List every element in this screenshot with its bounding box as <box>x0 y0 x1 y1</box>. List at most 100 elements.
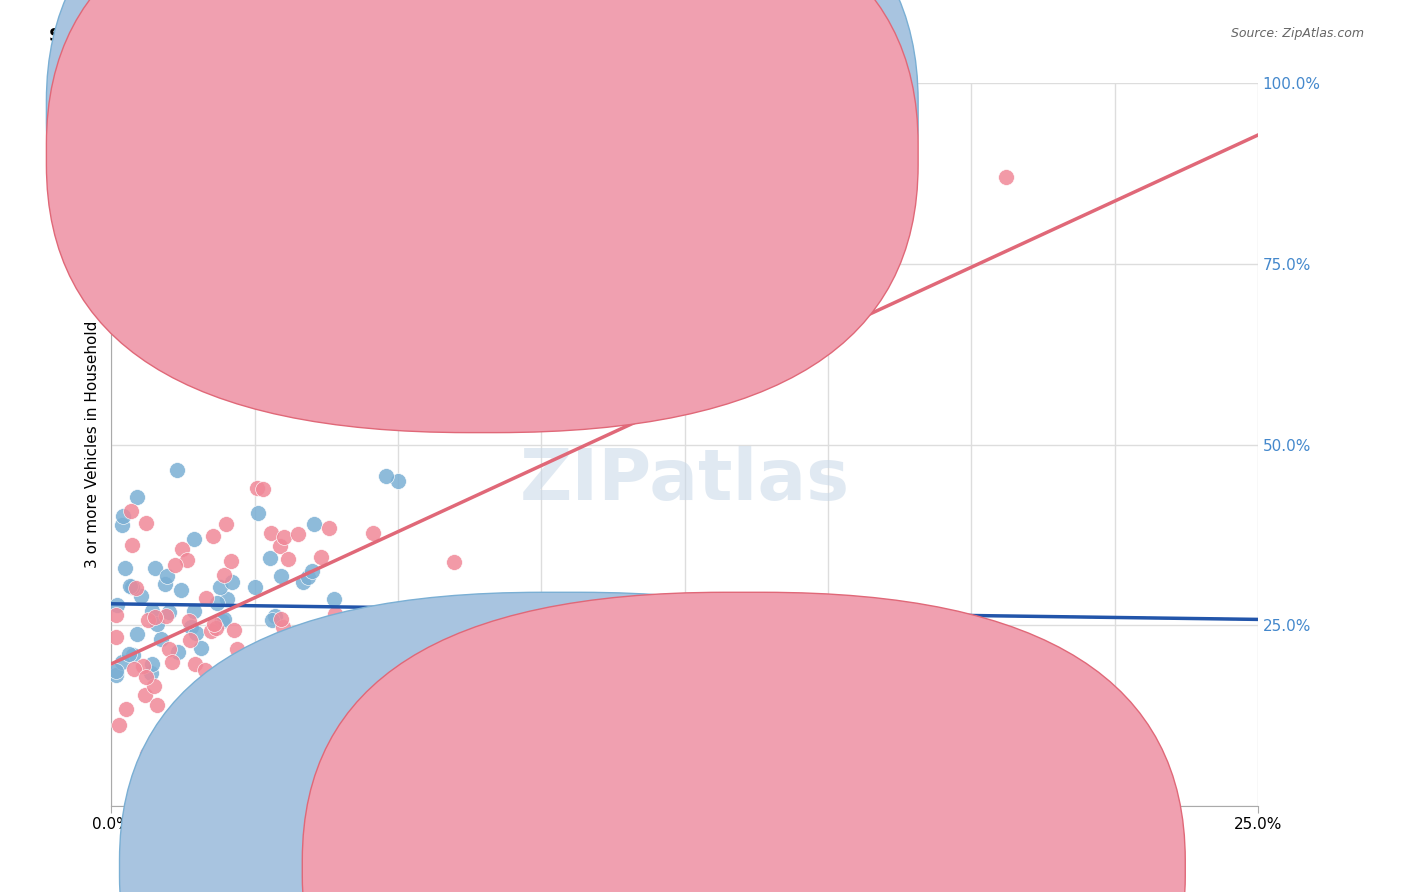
Point <box>125 627 148 641</box>
Point <box>111 518 134 533</box>
Point <box>145 616 167 631</box>
Point <box>294 626 316 640</box>
Point <box>166 463 188 477</box>
Point <box>219 554 242 568</box>
Point <box>141 657 163 671</box>
Point <box>603 684 626 698</box>
Point <box>184 626 207 640</box>
Point <box>264 609 287 624</box>
Point <box>132 659 155 673</box>
Point <box>183 604 205 618</box>
Point <box>288 692 311 706</box>
Point <box>297 570 319 584</box>
Point <box>211 614 233 628</box>
Point <box>200 624 222 638</box>
Point <box>179 633 201 648</box>
Point <box>298 653 321 667</box>
Point <box>292 574 315 589</box>
Point <box>143 679 166 693</box>
Point <box>108 718 131 732</box>
Point <box>243 580 266 594</box>
Point <box>172 542 194 557</box>
Text: R =  0.338   N = 61: R = 0.338 N = 61 <box>503 144 676 159</box>
Point <box>121 580 143 594</box>
Point <box>125 581 148 595</box>
Point <box>136 613 159 627</box>
Point <box>209 580 232 594</box>
Point <box>183 533 205 547</box>
Point <box>301 564 323 578</box>
Point <box>114 561 136 575</box>
Point <box>323 607 346 622</box>
Point <box>262 614 284 628</box>
Point <box>246 481 269 495</box>
Point <box>157 641 180 656</box>
Point <box>155 609 177 624</box>
Point <box>205 596 228 610</box>
Point <box>214 568 236 582</box>
Point <box>259 551 281 566</box>
Point <box>160 655 183 669</box>
Point <box>179 614 201 628</box>
Point <box>194 591 217 606</box>
Point <box>121 538 143 552</box>
Point <box>118 647 141 661</box>
Point <box>215 592 238 607</box>
Point <box>260 526 283 541</box>
Text: R = -0.056   N = 59: R = -0.056 N = 59 <box>503 101 676 116</box>
Point <box>105 599 128 613</box>
Point <box>212 612 235 626</box>
Point <box>111 509 134 524</box>
Point <box>779 336 801 351</box>
Point <box>318 521 340 535</box>
Point <box>233 688 256 702</box>
Point <box>287 527 309 541</box>
Point <box>374 468 396 483</box>
Point <box>451 638 474 652</box>
Point <box>180 620 202 634</box>
Point <box>136 747 159 761</box>
Point <box>145 561 167 575</box>
Point <box>347 630 370 644</box>
Point <box>225 642 247 657</box>
Point <box>194 663 217 677</box>
Point <box>135 516 157 531</box>
Point <box>202 529 225 543</box>
Point <box>205 622 228 636</box>
Point <box>176 553 198 567</box>
Point <box>141 604 163 618</box>
Y-axis label: 3 or more Vehicles in Household: 3 or more Vehicles in Household <box>86 321 100 568</box>
Point <box>156 569 179 583</box>
Point <box>229 675 252 690</box>
Point <box>139 665 162 680</box>
Point <box>235 706 257 721</box>
Point <box>354 698 377 713</box>
Point <box>153 577 176 591</box>
Point <box>105 630 128 644</box>
Point <box>184 657 207 672</box>
Point <box>221 678 243 692</box>
Point <box>252 482 274 496</box>
Point <box>190 640 212 655</box>
Point <box>270 569 292 583</box>
Point <box>114 702 136 716</box>
Point <box>105 665 128 679</box>
Point <box>215 516 238 531</box>
Point <box>443 555 465 569</box>
Point <box>301 661 323 675</box>
Point <box>221 574 243 589</box>
Point <box>224 623 246 637</box>
Point <box>157 605 180 619</box>
Point <box>302 517 325 532</box>
Point <box>120 504 142 518</box>
Point <box>323 592 346 607</box>
Point <box>387 474 409 488</box>
Point <box>105 608 128 623</box>
Text: SEMINOLE VS EGYPTIAN 3 OR MORE VEHICLES IN HOUSEHOLD CORRELATION CHART: SEMINOLE VS EGYPTIAN 3 OR MORE VEHICLES … <box>49 27 898 45</box>
Point <box>183 726 205 740</box>
Point <box>277 551 299 566</box>
Point <box>150 632 173 647</box>
Point <box>105 667 128 681</box>
Point <box>145 609 167 624</box>
Point <box>432 657 454 672</box>
